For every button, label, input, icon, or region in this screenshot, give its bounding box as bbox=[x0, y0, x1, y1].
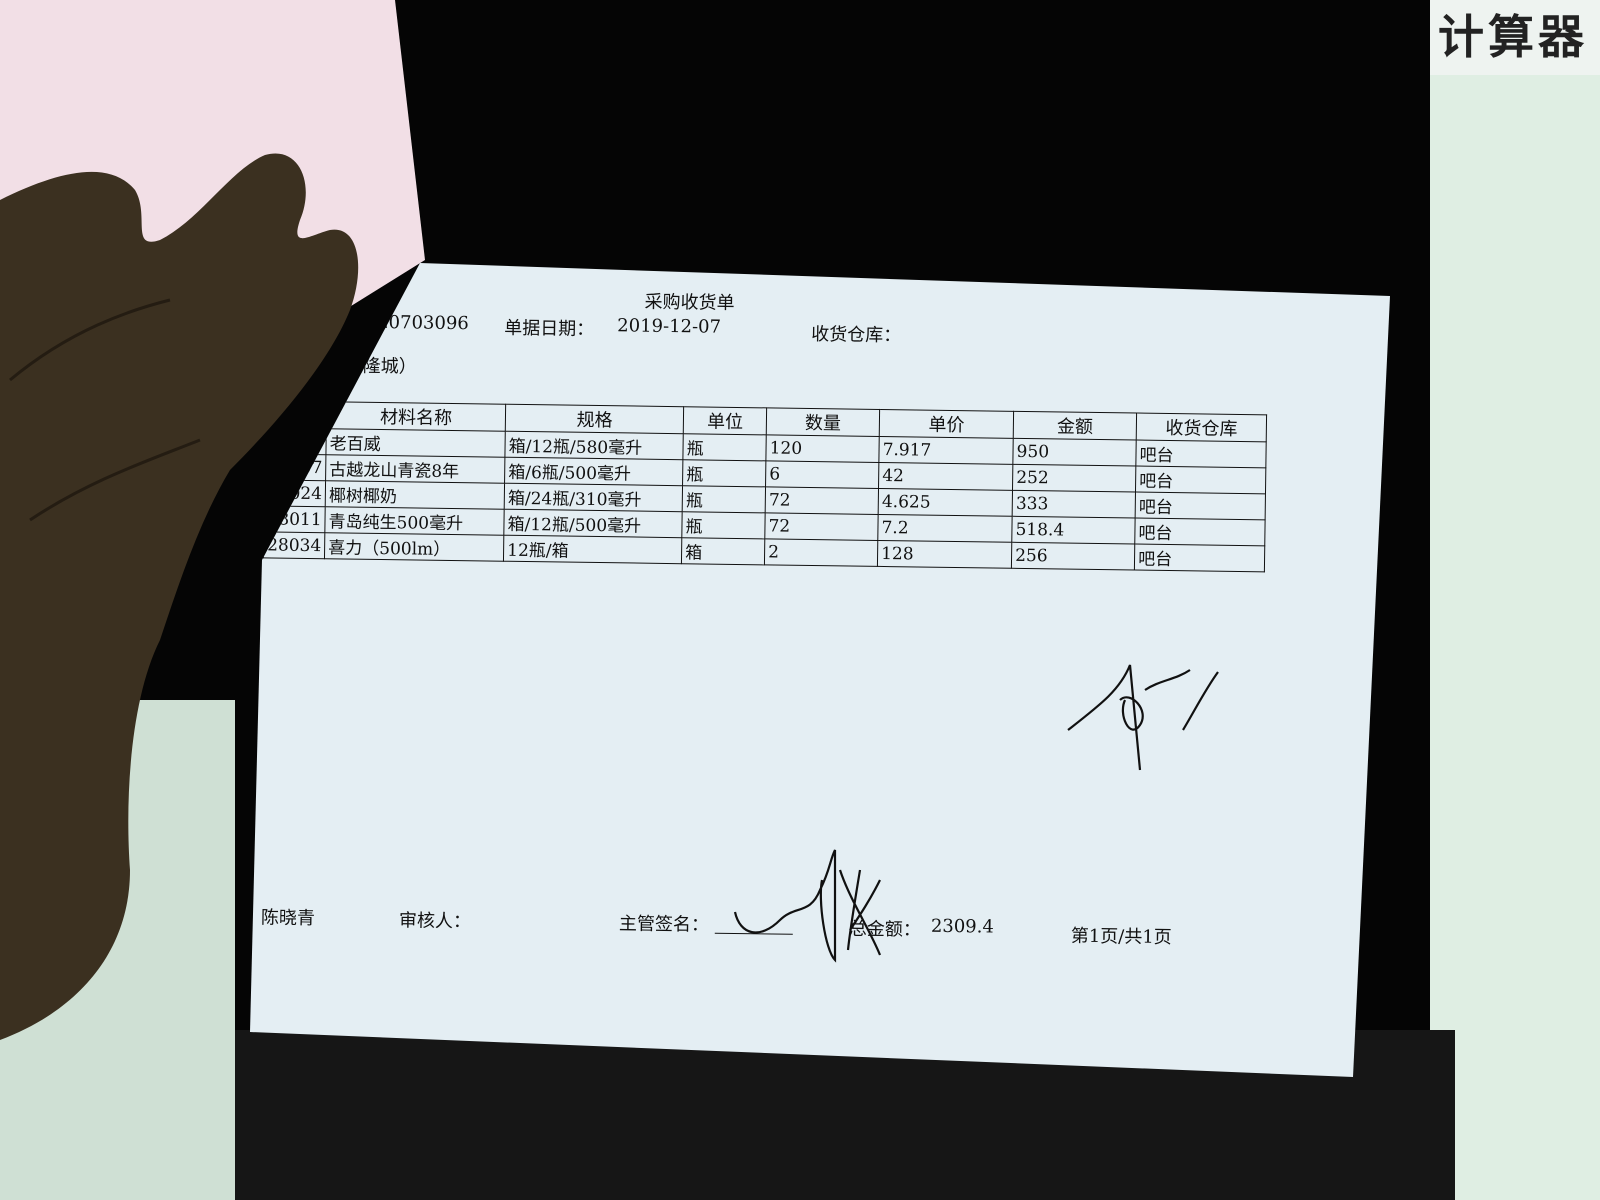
background-wall bbox=[0, 700, 235, 1200]
signature-top-right bbox=[1067, 664, 1219, 771]
signature-bottom bbox=[733, 849, 882, 963]
background-wall-right bbox=[1430, 0, 1600, 1200]
cell-code: 005 bbox=[264, 427, 327, 455]
col-header: 码 bbox=[265, 400, 327, 429]
calculator-label: 计算器 bbox=[1430, 0, 1600, 75]
pink-paper bbox=[0, 0, 425, 400]
